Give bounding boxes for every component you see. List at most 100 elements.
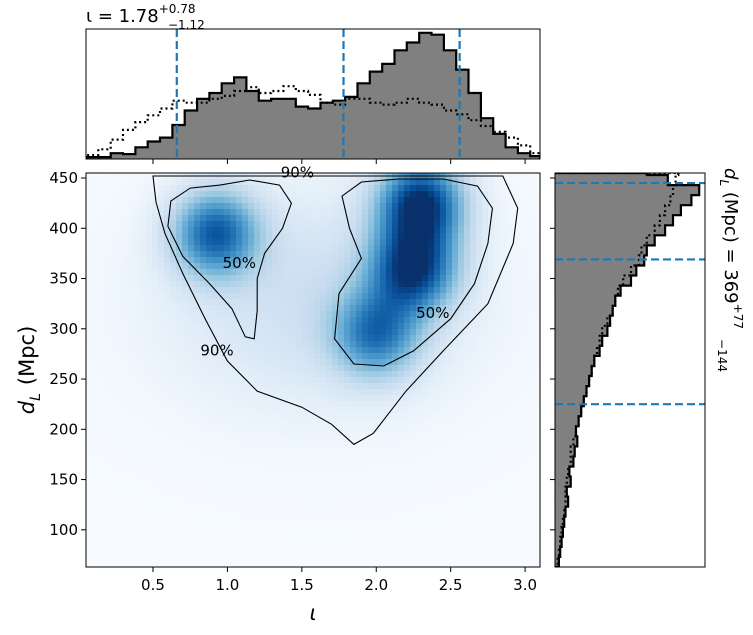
heatmap-cell xyxy=(140,317,147,324)
heatmap-cell xyxy=(314,449,321,456)
heatmap-cell xyxy=(272,257,279,264)
heatmap-cell xyxy=(440,185,447,192)
heatmap-cell xyxy=(116,323,123,330)
heatmap-cell xyxy=(242,269,249,276)
heatmap-cell xyxy=(146,233,153,240)
heatmap-cell xyxy=(476,221,483,228)
heatmap-cell xyxy=(122,425,129,432)
heatmap-cell xyxy=(374,545,381,552)
heatmap-cell xyxy=(146,335,153,342)
heatmap-cell xyxy=(428,485,435,492)
heatmap-cell xyxy=(290,299,297,306)
heatmap-cell xyxy=(128,443,135,450)
heatmap-cell xyxy=(362,323,369,330)
heatmap-cell xyxy=(494,497,501,504)
heatmap-cell xyxy=(446,347,453,354)
heatmap-cell xyxy=(194,401,201,408)
heatmap-cell xyxy=(470,233,477,240)
heatmap-cell xyxy=(434,455,441,462)
heatmap-cell xyxy=(368,299,375,306)
heatmap-cell xyxy=(428,461,435,468)
heatmap-cell xyxy=(236,431,243,438)
heatmap-cell xyxy=(284,185,291,192)
heatmap-cell xyxy=(362,263,369,270)
heatmap-cell xyxy=(422,449,429,456)
heatmap-cell xyxy=(92,311,99,318)
heatmap-cell xyxy=(506,347,513,354)
heatmap-cell xyxy=(110,383,117,390)
heatmap-cell xyxy=(218,281,225,288)
heatmap-cell xyxy=(410,251,417,258)
heatmap-cell xyxy=(260,233,267,240)
heatmap-cell xyxy=(458,425,465,432)
heatmap-cell xyxy=(158,443,165,450)
heatmap-cell xyxy=(236,347,243,354)
heatmap-cell xyxy=(440,233,447,240)
heatmap-cell xyxy=(446,311,453,318)
heatmap-cell xyxy=(440,383,447,390)
heatmap-cell xyxy=(404,371,411,378)
heatmap-cell xyxy=(536,389,540,396)
heatmap-cell xyxy=(266,263,273,270)
heatmap-cell xyxy=(368,293,375,300)
heatmap-cell xyxy=(302,365,309,372)
heatmap-cell xyxy=(362,215,369,222)
heatmap-cell xyxy=(434,401,441,408)
heatmap-cell xyxy=(344,437,351,444)
heatmap-cell xyxy=(458,437,465,444)
heatmap-cell xyxy=(164,383,171,390)
heatmap-cell xyxy=(260,455,267,462)
heatmap-cell xyxy=(512,479,519,486)
heatmap-cell xyxy=(146,539,153,546)
heatmap-cell xyxy=(530,407,537,414)
heatmap-cell xyxy=(404,179,411,186)
heatmap-cell xyxy=(332,557,339,564)
heatmap-cell xyxy=(122,245,129,252)
heatmap-cell xyxy=(386,413,393,420)
heatmap-cell xyxy=(314,293,321,300)
heatmap-cell xyxy=(416,239,423,246)
heatmap-cell xyxy=(170,215,177,222)
heatmap-cell xyxy=(260,269,267,276)
heatmap-cell xyxy=(218,467,225,474)
heatmap-cell xyxy=(212,491,219,498)
heatmap-cell xyxy=(524,395,531,402)
heatmap-cell xyxy=(224,551,231,558)
heatmap-cell xyxy=(290,449,297,456)
heatmap-cell xyxy=(182,311,189,318)
heatmap-cell xyxy=(110,311,117,318)
heatmap-cell xyxy=(194,359,201,366)
heatmap-cell xyxy=(236,557,243,564)
heatmap-cell xyxy=(146,521,153,528)
heatmap-cell xyxy=(218,485,225,492)
heatmap-cell xyxy=(512,245,519,252)
heatmap-cell xyxy=(470,515,477,522)
heatmap-cell xyxy=(152,389,159,396)
heatmap-cell xyxy=(212,233,219,240)
heatmap-cell xyxy=(176,401,183,408)
heatmap-cell xyxy=(380,275,387,282)
heatmap-cell xyxy=(434,287,441,294)
heatmap-cell xyxy=(122,527,129,534)
heatmap-cell xyxy=(236,449,243,456)
heatmap-cell xyxy=(296,461,303,468)
heatmap-cell xyxy=(326,473,333,480)
heatmap-cell xyxy=(500,377,507,384)
heatmap-cell xyxy=(356,275,363,282)
heatmap-cell xyxy=(128,293,135,300)
heatmap-cell xyxy=(116,521,123,528)
heatmap-cell xyxy=(104,563,111,567)
heatmap-cell xyxy=(458,461,465,468)
heatmap-cell xyxy=(110,485,117,492)
heatmap-cell xyxy=(98,359,105,366)
heatmap-cell xyxy=(284,305,291,312)
heatmap-cell xyxy=(524,383,531,390)
heatmap-cell xyxy=(218,365,225,372)
heatmap-cell xyxy=(350,485,357,492)
heatmap-cell xyxy=(278,251,285,258)
heatmap-cell xyxy=(146,365,153,372)
heatmap-cell xyxy=(464,353,471,360)
heatmap-cell xyxy=(500,461,507,468)
heatmap-cell xyxy=(392,245,399,252)
heatmap-cell xyxy=(188,257,195,264)
